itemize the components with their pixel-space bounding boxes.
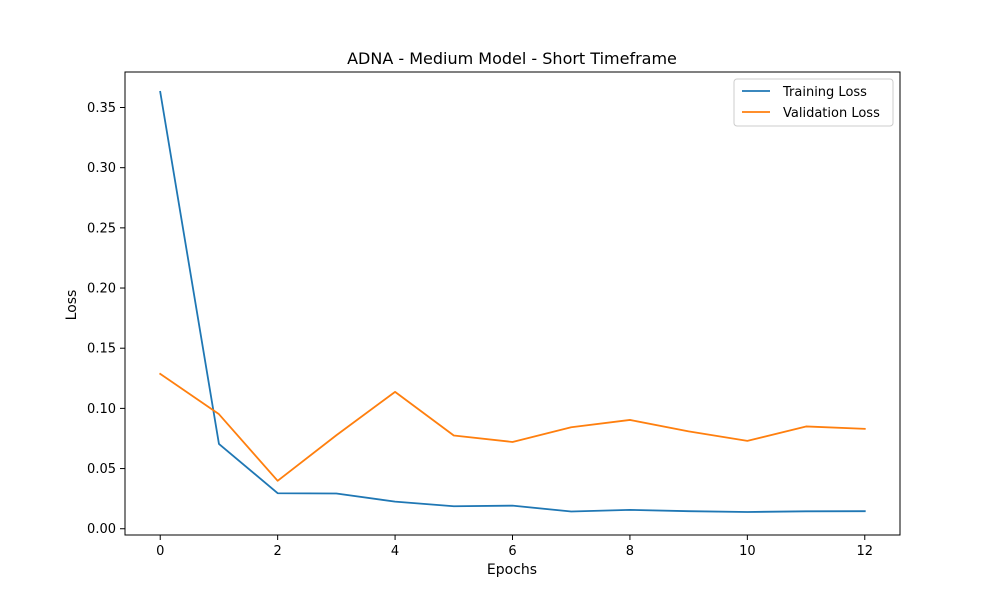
y-tick-label: 0.25 xyxy=(87,221,116,236)
y-tick-label: 0.30 xyxy=(87,161,116,176)
x-tick-label: 0 xyxy=(156,544,164,559)
x-tick-label: 12 xyxy=(856,544,873,559)
y-tick-label: 0.05 xyxy=(87,462,116,477)
legend-box xyxy=(733,78,894,127)
y-tick-label: 0.35 xyxy=(87,101,116,116)
x-tick-label: 8 xyxy=(626,544,634,559)
y-tick-label: 0.20 xyxy=(87,282,116,297)
y-tick-label: 0.00 xyxy=(87,522,116,537)
legend-label-1: Validation Loss xyxy=(783,106,880,121)
x-axis-label: Epochs xyxy=(487,562,537,578)
x-tick-label: 10 xyxy=(739,544,756,559)
series-layer xyxy=(158,90,866,513)
y-axis-label: Loss xyxy=(64,290,80,321)
x-tick-label: 2 xyxy=(274,544,282,559)
legend-label-0: Training Loss xyxy=(782,85,867,100)
x-tick-label: 6 xyxy=(508,544,516,559)
y-tick-label: 0.15 xyxy=(87,342,116,357)
legend: Training Loss Validation Loss xyxy=(733,78,894,127)
axes-layer: 0 2 4 6 8 10 12 0.00 0.05 0.10 0.15 0.20 0.25 0.30 0.3… xyxy=(87,71,901,559)
x-tick-label: 4 xyxy=(391,544,399,559)
series-line-1 xyxy=(158,372,866,482)
y-tick-label: 0.10 xyxy=(87,402,116,417)
chart-title: ADNA - Medium Model - Short Timeframe xyxy=(347,49,677,68)
series-line-0 xyxy=(159,90,866,513)
